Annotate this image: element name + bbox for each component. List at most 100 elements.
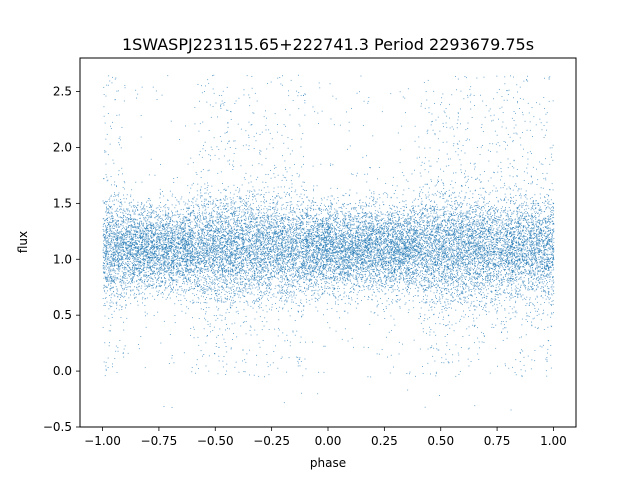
- scatter-point: [250, 275, 252, 277]
- scatter-point: [183, 277, 185, 279]
- scatter-point: [486, 289, 487, 291]
- scatter-point: [332, 241, 334, 243]
- scatter-point: [306, 221, 308, 222]
- scatter-point: [281, 233, 282, 235]
- scatter-point: [445, 240, 447, 242]
- scatter-point: [132, 233, 134, 235]
- scatter-point: [230, 307, 232, 309]
- scatter-point: [228, 256, 230, 258]
- scatter-point: [173, 229, 174, 230]
- scatter-point: [268, 242, 269, 243]
- scatter-point: [291, 301, 293, 303]
- scatter-point: [414, 205, 416, 207]
- scatter-point: [169, 220, 171, 222]
- scatter-point: [225, 312, 227, 314]
- scatter-point: [164, 257, 166, 259]
- scatter-point: [448, 250, 450, 252]
- scatter-point: [186, 289, 188, 291]
- scatter-point: [460, 290, 462, 292]
- scatter-point: [116, 244, 118, 245]
- scatter-point: [451, 279, 453, 281]
- scatter-point: [506, 254, 508, 256]
- scatter-point: [144, 241, 146, 243]
- scatter-point: [351, 250, 353, 252]
- scatter-point: [141, 269, 143, 271]
- scatter-point: [400, 222, 402, 224]
- scatter-point: [493, 266, 495, 268]
- scatter-point: [217, 246, 219, 248]
- scatter-point: [468, 347, 470, 349]
- scatter-point: [350, 236, 352, 237]
- scatter-point: [545, 258, 547, 260]
- scatter-point: [318, 223, 320, 225]
- scatter-point: [511, 278, 513, 279]
- scatter-point: [322, 223, 323, 224]
- scatter-point: [511, 280, 512, 282]
- scatter-point: [525, 208, 527, 210]
- scatter-point: [262, 267, 263, 268]
- scatter-point: [533, 258, 535, 260]
- scatter-point: [114, 243, 116, 245]
- scatter-point: [360, 258, 362, 260]
- scatter-point: [379, 242, 381, 244]
- scatter-point: [531, 288, 533, 290]
- scatter-point: [334, 236, 336, 238]
- scatter-point: [479, 238, 481, 240]
- scatter-point: [410, 254, 412, 256]
- scatter-point: [327, 233, 329, 234]
- scatter-point: [426, 244, 428, 246]
- scatter-point: [469, 220, 471, 222]
- scatter-point: [198, 154, 200, 156]
- scatter-point: [493, 185, 495, 187]
- scatter-point: [524, 241, 526, 243]
- scatter-point: [444, 288, 446, 290]
- scatter-point: [334, 247, 336, 248]
- scatter-point: [390, 248, 392, 250]
- scatter-point: [550, 214, 552, 216]
- scatter-point: [325, 255, 327, 257]
- scatter-point: [461, 185, 462, 187]
- scatter-point: [118, 227, 120, 228]
- scatter-point: [547, 244, 549, 245]
- scatter-point: [262, 248, 264, 250]
- scatter-point: [394, 210, 396, 211]
- scatter-point: [451, 230, 453, 231]
- scatter-point: [187, 203, 189, 205]
- scatter-point: [382, 219, 383, 220]
- scatter-point: [283, 266, 284, 268]
- scatter-point: [398, 290, 400, 292]
- scatter-point: [146, 250, 148, 252]
- scatter-point: [295, 237, 297, 239]
- scatter-point: [315, 226, 317, 228]
- scatter-point: [109, 213, 111, 215]
- scatter-point: [249, 240, 251, 242]
- scatter-point: [477, 204, 479, 206]
- scatter-point: [205, 276, 206, 278]
- scatter-point: [372, 231, 374, 233]
- scatter-point: [256, 238, 258, 240]
- scatter-point: [421, 254, 423, 256]
- scatter-point: [489, 108, 491, 110]
- scatter-point: [309, 264, 310, 266]
- scatter-point: [217, 232, 219, 234]
- scatter-point: [446, 279, 448, 281]
- scatter-point: [343, 220, 345, 222]
- scatter-point: [133, 253, 135, 255]
- scatter-point: [132, 278, 133, 280]
- scatter-point: [303, 194, 305, 196]
- scatter-point: [464, 196, 466, 198]
- scatter-point: [345, 225, 347, 226]
- scatter-point: [190, 205, 192, 206]
- scatter-point: [460, 302, 462, 303]
- scatter-point: [423, 296, 424, 297]
- scatter-point: [103, 243, 104, 245]
- scatter-point: [503, 254, 505, 256]
- scatter-point: [245, 233, 247, 235]
- scatter-point: [142, 236, 144, 238]
- scatter-point: [200, 302, 201, 304]
- scatter-point: [523, 209, 525, 211]
- scatter-point: [544, 264, 545, 266]
- scatter-point: [199, 220, 200, 222]
- scatter-point: [366, 225, 367, 227]
- scatter-point: [296, 173, 298, 175]
